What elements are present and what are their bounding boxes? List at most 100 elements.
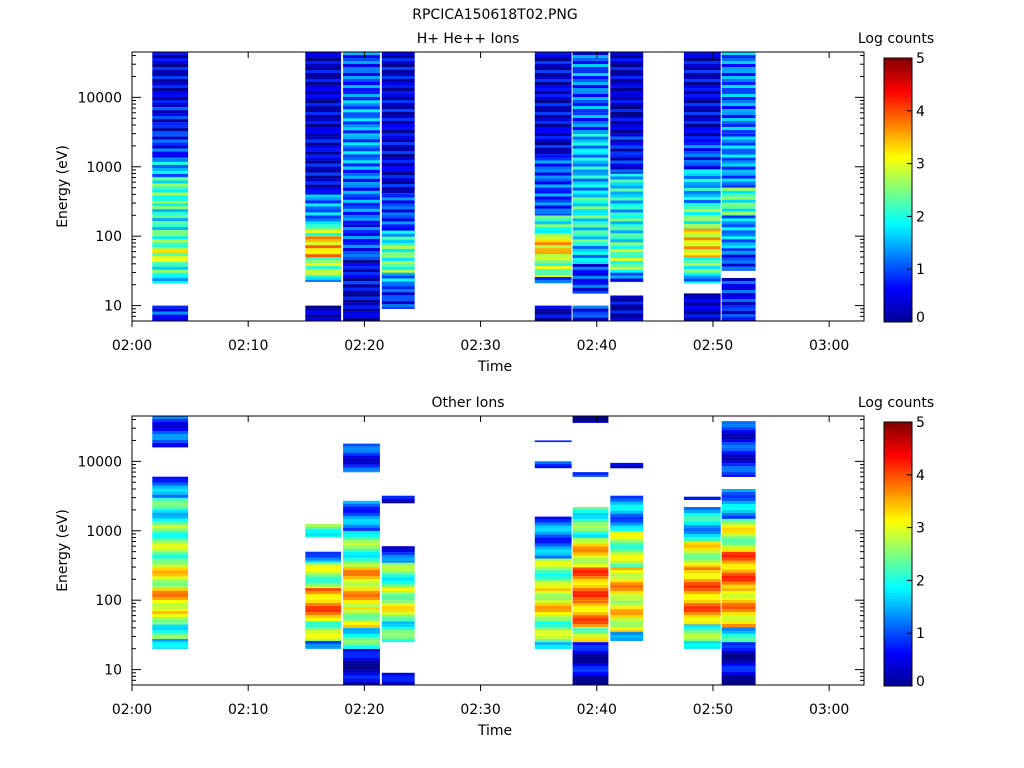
spectrogram-bin (343, 199, 380, 203)
spectrogram-bin (381, 124, 415, 128)
spectrogram-bin (152, 636, 189, 639)
spectrogram-bin (610, 212, 644, 216)
spectrogram-bin (534, 636, 572, 640)
spectrogram-bin (610, 106, 644, 110)
spectrogram-bin (610, 545, 644, 549)
spectrogram-bin (721, 454, 756, 458)
spectrogram-bin (610, 507, 644, 511)
spectrogram-bin (610, 70, 644, 74)
spectrogram-bin (683, 187, 721, 192)
spectrogram-bin (343, 545, 380, 549)
spectrogram-bin (381, 307, 415, 309)
colorbar-swatch (884, 298, 912, 302)
spectrogram-bin (683, 281, 721, 284)
spectrogram-bin (305, 314, 342, 318)
spectrogram-bin (343, 600, 380, 604)
spectrogram-bin (721, 76, 756, 80)
spectrogram-bin (534, 276, 572, 280)
spectrogram-bin (152, 609, 189, 612)
spectrogram-bin (343, 597, 380, 601)
spectrogram-bin (305, 279, 342, 282)
spectrogram-bin (381, 148, 415, 152)
spectrogram-bin (721, 221, 756, 225)
colorbar-swatch (884, 154, 912, 159)
colorbar-swatch (884, 495, 912, 499)
y-tick-label: 100 (95, 593, 122, 609)
spectrogram-bin (152, 521, 189, 525)
colorbar-swatch (884, 187, 912, 191)
spectrogram-bin (721, 148, 756, 152)
plot-frame (131, 51, 865, 322)
spectrogram-bin (683, 203, 721, 207)
spectrogram-bin (152, 647, 189, 649)
spectrogram-bin (683, 97, 721, 101)
spectrogram-bin (305, 163, 342, 167)
spectrogram-bin (343, 175, 380, 179)
colorbar-swatch (884, 104, 912, 109)
spectrogram-bin (381, 568, 415, 572)
spectrogram-bin (152, 154, 189, 158)
colorbar-swatch (884, 518, 912, 523)
spectrogram-bin (683, 550, 721, 554)
colorbar-swatch (884, 254, 912, 258)
colorbar-swatch (884, 474, 912, 479)
spectrogram-bin (152, 573, 189, 577)
spectrogram-bin (305, 266, 342, 270)
spectrogram-bin (683, 109, 721, 113)
spectrogram-bin (534, 94, 572, 98)
spectrogram-bin (721, 245, 756, 249)
spectrogram-bin (683, 311, 721, 315)
spectrogram-bin (343, 657, 380, 661)
spectrogram-bin (343, 196, 380, 200)
spectrogram-bin (381, 115, 415, 119)
spectrogram-bin (152, 158, 189, 163)
spectrogram-bin (343, 97, 380, 101)
spectrogram-bin (152, 431, 189, 435)
spectrogram-bin (152, 82, 189, 86)
spectrogram-bin (683, 573, 721, 577)
spectrogram-bin (305, 100, 342, 104)
spectrogram-bin (534, 630, 572, 634)
spectrogram-bin (534, 618, 572, 622)
spectrogram-bin (572, 76, 609, 80)
spectrogram-bin (152, 416, 189, 420)
spectrogram-bin (305, 85, 342, 89)
spectrogram-bin (683, 305, 721, 309)
spectrogram-bin (721, 133, 756, 134)
colorbar-tick-label: 5 (916, 415, 925, 431)
y-tick-label: 10000 (77, 454, 122, 470)
spectrogram-bin (152, 201, 189, 204)
spectrogram-bin (343, 239, 380, 243)
spectrogram-bin (152, 183, 189, 187)
spectrogram-bin (721, 124, 756, 128)
spectrogram-bin (343, 630, 380, 634)
spectrogram-bin (683, 209, 721, 213)
spectrogram-bin (305, 184, 342, 188)
spectrogram-bin (152, 125, 189, 129)
colorbar-swatch (884, 589, 912, 593)
spectrogram-bin (152, 151, 189, 155)
spectrogram-bin (305, 272, 342, 276)
spectrogram-column (534, 440, 572, 649)
x-tick-label: 02:30 (460, 338, 500, 354)
spectrogram-bin (721, 208, 756, 212)
spectrogram-bin (343, 443, 380, 447)
spectrogram-bin (683, 215, 721, 219)
spectrogram-bin (721, 142, 756, 146)
colorbar-swatch (884, 507, 912, 511)
spectrogram-bin (572, 579, 609, 583)
spectrogram-bin (610, 548, 644, 552)
spectrogram-bin (305, 248, 342, 252)
spectrogram-bin (534, 142, 572, 146)
spectrogram-bin (610, 197, 644, 201)
spectrogram-bin (343, 287, 380, 291)
spectrogram-bin (305, 130, 342, 134)
spectrogram-bin (572, 151, 609, 155)
spectrogram-bin (610, 151, 644, 155)
colorbar-swatch (884, 671, 912, 675)
spectrogram-bin (534, 130, 572, 134)
colorbar-swatch (884, 84, 912, 88)
spectrogram-bin (683, 231, 721, 235)
spectrogram-bin (683, 618, 721, 622)
spectrogram-bin (343, 521, 380, 525)
